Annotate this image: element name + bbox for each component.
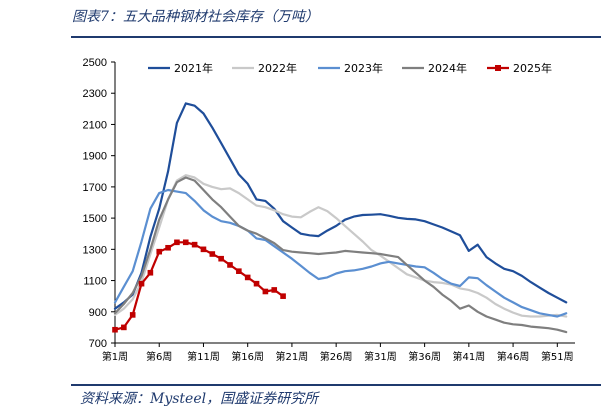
series-2023年	[113, 188, 568, 318]
x-tick-label: 第36周	[408, 350, 441, 363]
series-2022年	[113, 174, 568, 318]
data-point	[121, 324, 127, 331]
data-point	[182, 239, 189, 246]
legend-item: 2025年	[487, 61, 552, 75]
series-2024年	[113, 176, 568, 334]
legend-label: 2021年	[174, 61, 213, 75]
y-tick-label: 2500	[83, 57, 107, 69]
data-point	[236, 268, 242, 274]
data-point	[165, 244, 171, 251]
series-line	[113, 102, 568, 310]
chart-axes: 700 900 1100 1300 1500 1700 1900 2100 2300 2500 第1…	[83, 57, 575, 363]
source-note: 资料来源：Mysteel，国盛证券研究所	[80, 391, 319, 407]
legend-item: 2022年	[232, 61, 297, 75]
x-tick-label: 第26周	[320, 350, 353, 363]
data-point	[191, 241, 198, 248]
x-tick-label: 第6周	[146, 350, 172, 363]
x-tick-label: 第46周	[497, 350, 530, 363]
data-point	[129, 312, 136, 318]
data-point	[227, 262, 233, 268]
y-tick-label: 2300	[83, 88, 107, 100]
legend-marker	[495, 65, 501, 71]
title-rule	[71, 36, 601, 38]
legend-item: 2023年	[318, 61, 383, 75]
legend-label: 2023年	[344, 61, 383, 75]
chart-legend: 2021年 2022年 2023年 2024年 2025年	[148, 61, 552, 75]
data-point	[218, 255, 224, 262]
figure-title: 图表7：五大品种钢材社会库存（万吨）	[72, 9, 319, 25]
data-point	[174, 239, 180, 246]
data-point	[244, 274, 251, 281]
x-tick-label: 第31周	[364, 350, 397, 363]
legend-item: 2021年	[148, 61, 213, 75]
y-tick-label: 2100	[83, 119, 107, 131]
series-layer	[112, 102, 568, 334]
data-point	[271, 287, 278, 293]
legend-label: 2025年	[513, 61, 552, 75]
x-tick-label: 第16周	[231, 350, 264, 363]
x-tick-label: 第11周	[187, 350, 220, 363]
y-tick-label: 1900	[83, 151, 107, 163]
data-point	[262, 288, 269, 295]
data-point	[280, 293, 286, 299]
x-tick-label: 第41周	[452, 350, 485, 363]
y-tick-label: 1100	[83, 276, 107, 288]
data-point	[112, 326, 118, 333]
series-line	[113, 188, 568, 318]
legend-label: 2024年	[428, 61, 467, 75]
y-tick-label: 1500	[83, 213, 107, 225]
data-point	[209, 251, 216, 257]
series-line	[113, 176, 568, 334]
legend-item: 2024年	[402, 61, 467, 75]
y-tick-label: 900	[89, 307, 107, 319]
data-point	[253, 280, 260, 287]
source-rule	[71, 384, 601, 386]
series-2025年	[112, 239, 286, 333]
y-tick-label: 700	[89, 338, 107, 350]
legend-label: 2022年	[258, 61, 297, 75]
x-tick-label: 第21周	[276, 350, 309, 363]
data-point	[147, 269, 154, 276]
x-tick-label: 第51周	[541, 350, 574, 363]
data-point	[138, 280, 145, 287]
series-line	[113, 174, 568, 318]
data-point	[200, 246, 207, 253]
y-tick-label: 1700	[83, 182, 107, 194]
y-tick-label: 1300	[83, 244, 107, 256]
x-tick-label: 第1周	[102, 350, 128, 363]
series-2021年	[113, 102, 568, 310]
data-point	[156, 248, 163, 255]
